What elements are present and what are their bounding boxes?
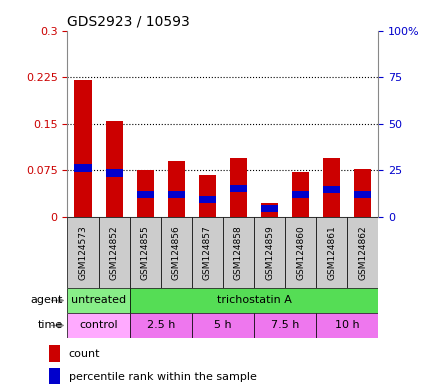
Text: GSM124860: GSM124860 xyxy=(296,225,305,280)
Bar xyxy=(129,217,161,288)
Bar xyxy=(105,169,122,177)
Bar xyxy=(136,191,153,199)
Bar xyxy=(316,313,378,338)
Bar xyxy=(49,368,59,384)
Bar xyxy=(98,217,129,288)
Bar xyxy=(161,217,191,288)
Bar xyxy=(129,313,191,338)
Bar xyxy=(136,170,153,217)
Text: GSM124857: GSM124857 xyxy=(202,225,211,280)
Bar xyxy=(198,175,215,217)
Bar xyxy=(74,164,91,172)
Bar xyxy=(105,121,122,217)
Bar xyxy=(67,217,98,288)
Bar xyxy=(129,288,378,313)
Bar xyxy=(354,169,371,217)
Bar xyxy=(67,313,129,338)
Bar xyxy=(285,217,316,288)
Bar xyxy=(230,185,247,192)
Bar xyxy=(354,191,371,199)
Bar xyxy=(191,217,223,288)
Bar xyxy=(322,158,339,217)
Text: agent: agent xyxy=(31,295,63,306)
Text: count: count xyxy=(69,349,100,359)
Bar xyxy=(253,313,316,338)
Text: 10 h: 10 h xyxy=(334,320,359,331)
Text: GSM124861: GSM124861 xyxy=(326,225,335,280)
Text: trichostatin A: trichostatin A xyxy=(216,295,291,306)
Text: GSM124855: GSM124855 xyxy=(140,225,149,280)
Text: untreated: untreated xyxy=(71,295,126,306)
Bar xyxy=(74,80,91,217)
Bar xyxy=(260,203,277,217)
Text: 5 h: 5 h xyxy=(214,320,231,331)
Text: GDS2923 / 10593: GDS2923 / 10593 xyxy=(67,14,190,28)
Text: GSM124858: GSM124858 xyxy=(233,225,243,280)
Bar xyxy=(316,217,347,288)
Text: GSM124573: GSM124573 xyxy=(78,225,87,280)
Bar xyxy=(292,172,309,217)
Bar xyxy=(191,313,253,338)
Bar xyxy=(168,161,184,217)
Bar xyxy=(346,217,378,288)
Bar xyxy=(49,345,59,362)
Text: control: control xyxy=(79,320,118,331)
Text: GSM124852: GSM124852 xyxy=(109,225,118,280)
Bar xyxy=(198,196,215,203)
Bar xyxy=(222,217,253,288)
Text: 2.5 h: 2.5 h xyxy=(146,320,174,331)
Text: 7.5 h: 7.5 h xyxy=(270,320,299,331)
Bar xyxy=(168,191,184,199)
Bar xyxy=(253,217,285,288)
Bar xyxy=(292,191,309,199)
Text: GSM124856: GSM124856 xyxy=(171,225,181,280)
Bar xyxy=(230,158,247,217)
Text: GSM124862: GSM124862 xyxy=(358,225,367,280)
Bar xyxy=(260,205,277,212)
Bar xyxy=(67,288,129,313)
Text: percentile rank within the sample: percentile rank within the sample xyxy=(69,372,256,382)
Text: GSM124859: GSM124859 xyxy=(264,225,273,280)
Text: time: time xyxy=(38,320,63,331)
Bar xyxy=(322,186,339,194)
